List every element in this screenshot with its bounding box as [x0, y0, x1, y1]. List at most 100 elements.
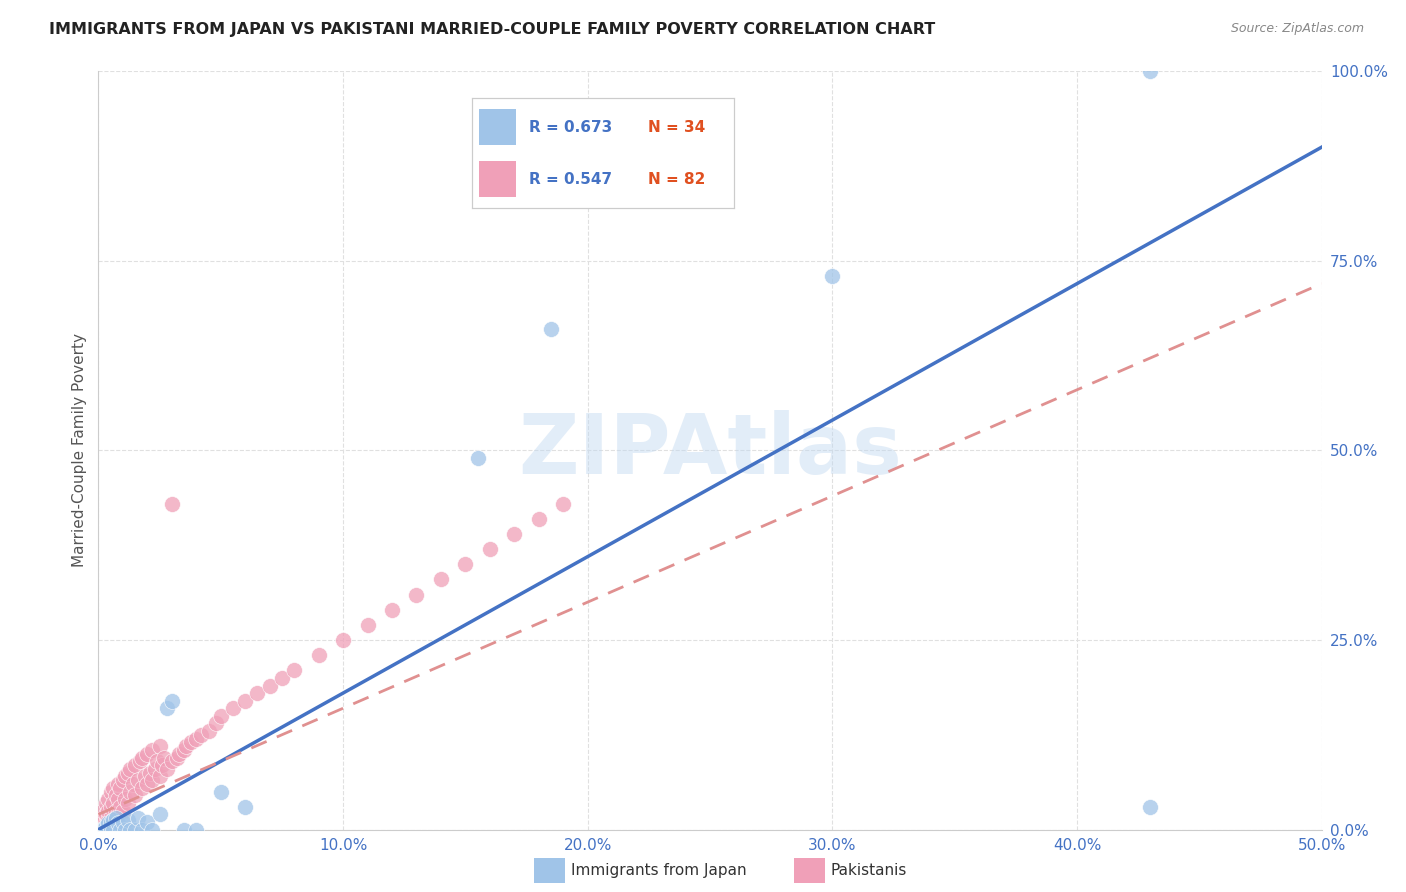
Point — [131, 822, 153, 837]
Point — [146, 755, 169, 769]
Point — [209, 785, 232, 799]
Point — [405, 588, 427, 602]
Point — [104, 811, 127, 825]
Point — [100, 800, 122, 814]
Point — [90, 822, 112, 837]
Point — [117, 814, 139, 828]
Point — [131, 780, 153, 795]
Point — [160, 496, 183, 510]
Point — [173, 743, 195, 757]
Point — [107, 777, 129, 791]
Point — [156, 701, 179, 715]
Point — [167, 747, 190, 761]
Point — [166, 750, 188, 764]
Point — [124, 789, 146, 803]
Point — [107, 816, 129, 830]
Point — [91, 822, 114, 837]
Point — [141, 743, 163, 757]
Point — [136, 747, 159, 761]
Point — [101, 814, 124, 828]
Point — [197, 724, 219, 739]
Point — [150, 758, 173, 772]
Point — [110, 800, 132, 814]
Point — [90, 820, 112, 834]
Point — [97, 804, 120, 818]
Point — [101, 796, 124, 810]
Point — [91, 811, 114, 825]
Point — [467, 451, 489, 466]
Point — [127, 811, 149, 825]
Point — [91, 819, 114, 833]
Point — [173, 822, 195, 837]
Point — [104, 789, 127, 803]
Point — [97, 814, 120, 828]
Point — [156, 762, 179, 776]
Point — [117, 796, 139, 810]
Point — [1139, 800, 1161, 814]
Point — [97, 816, 120, 830]
Point — [127, 773, 149, 788]
Point — [121, 777, 143, 791]
Point — [94, 816, 117, 830]
Point — [120, 762, 142, 776]
Point — [190, 728, 212, 742]
Point — [186, 822, 208, 837]
Point — [222, 701, 245, 715]
Text: Immigrants from Japan: Immigrants from Japan — [571, 863, 747, 878]
Point — [233, 694, 256, 708]
Point — [149, 739, 172, 753]
Point — [356, 617, 378, 632]
Point — [111, 804, 134, 818]
Point — [124, 758, 146, 772]
Point — [149, 807, 172, 822]
Point — [180, 735, 202, 749]
Point — [136, 815, 159, 830]
Point — [1139, 64, 1161, 78]
Point — [527, 512, 550, 526]
Point — [209, 708, 232, 723]
Point — [110, 780, 132, 795]
Point — [90, 815, 112, 830]
Point — [107, 807, 129, 822]
Point — [259, 678, 281, 692]
Point — [94, 807, 117, 822]
Point — [503, 526, 526, 541]
Point — [205, 716, 228, 731]
Point — [129, 755, 152, 769]
Point — [454, 557, 477, 572]
Point — [160, 694, 183, 708]
Text: Pakistanis: Pakistanis — [831, 863, 907, 878]
Point — [821, 269, 844, 284]
Point — [94, 822, 117, 837]
Text: Source: ZipAtlas.com: Source: ZipAtlas.com — [1230, 22, 1364, 36]
Point — [107, 792, 129, 806]
Point — [141, 773, 163, 788]
Point — [134, 769, 156, 784]
Point — [117, 765, 139, 780]
Point — [114, 822, 136, 837]
Point — [149, 769, 172, 784]
Point — [283, 664, 305, 678]
Point — [381, 603, 404, 617]
Text: ZIPAtlas: ZIPAtlas — [517, 410, 903, 491]
Point — [101, 822, 124, 837]
Point — [270, 671, 294, 685]
Point — [91, 822, 114, 836]
Point — [90, 822, 112, 837]
Text: IMMIGRANTS FROM JAPAN VS PAKISTANI MARRIED-COUPLE FAMILY POVERTY CORRELATION CHA: IMMIGRANTS FROM JAPAN VS PAKISTANI MARRI… — [49, 22, 935, 37]
Point — [131, 750, 153, 764]
Point — [143, 762, 166, 776]
Point — [332, 633, 354, 648]
Point — [110, 822, 132, 837]
Point — [540, 322, 562, 336]
Point — [100, 822, 122, 837]
Point — [101, 815, 124, 830]
Point — [139, 765, 162, 780]
Point — [160, 755, 183, 769]
Point — [91, 804, 114, 818]
Point — [430, 573, 453, 587]
Point — [111, 773, 134, 788]
Point — [233, 800, 256, 814]
Point — [176, 739, 198, 753]
Point — [136, 777, 159, 791]
